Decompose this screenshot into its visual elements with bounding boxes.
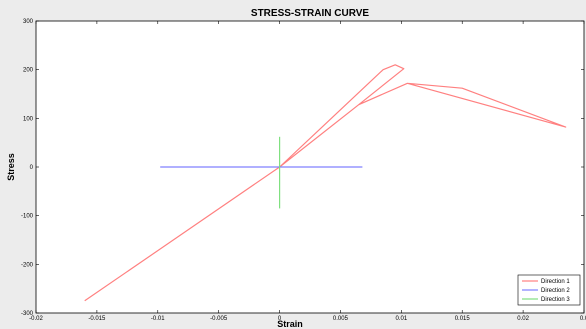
- x-tick-label: 0.02: [517, 316, 529, 322]
- y-axis-label: Stress: [6, 153, 16, 181]
- ticks-layer: -0.02 -0.015 -0.01 -0.005 0 0.005 0.01 0.015 0.0…: [21, 19, 586, 322]
- y-tick-label: 200: [23, 68, 34, 74]
- x-tick-label: 0.005: [333, 316, 349, 322]
- y-tick-label: -300: [21, 311, 34, 317]
- x-tick-label: -0.01: [151, 316, 165, 322]
- chart-title: STRESS-STRAIN CURVE: [251, 8, 369, 19]
- y-tick-label: -100: [21, 214, 34, 220]
- series-line-direction-1: [84, 64, 567, 302]
- legend-entry-label: Direction 1: [541, 279, 570, 285]
- y-tick-label: 300: [23, 19, 34, 25]
- x-tick-label: 0.0: [580, 316, 586, 322]
- x-axis-label: Strain: [277, 319, 303, 329]
- legend-entry-label: Direction 2: [541, 288, 570, 294]
- legend-entry-label: Direction 3: [541, 297, 570, 303]
- y-tick-label: -200: [21, 262, 34, 268]
- x-tick-label: -0.015: [88, 316, 106, 322]
- x-tick-label: -0.005: [210, 316, 228, 322]
- legend: Direction 1 Direction 2 Direction 3: [517, 274, 581, 306]
- y-tick-label: 100: [23, 116, 34, 122]
- series-layer: [84, 64, 567, 302]
- y-tick-label: 0: [30, 165, 34, 171]
- x-tick-label: 0.01: [395, 316, 407, 322]
- x-tick-label: 0.015: [455, 316, 471, 322]
- x-tick-label: 0: [278, 316, 282, 322]
- x-tick-label: -0.02: [29, 316, 43, 322]
